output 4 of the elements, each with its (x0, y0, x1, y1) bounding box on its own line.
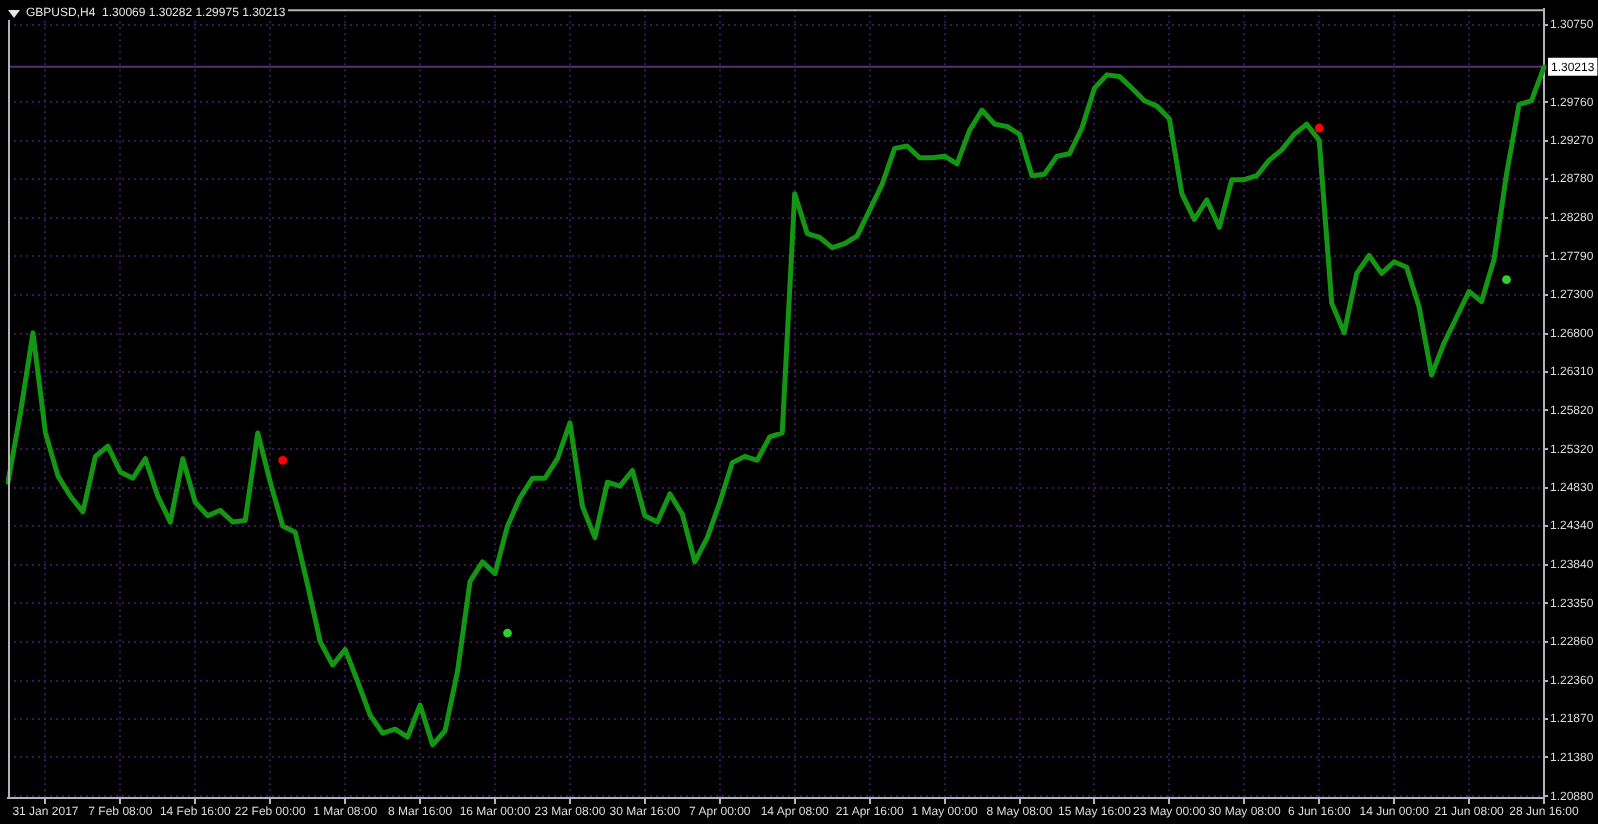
point (1314, 123, 1324, 133)
point (1502, 275, 1511, 285)
point (278, 455, 288, 465)
point (503, 628, 512, 638)
